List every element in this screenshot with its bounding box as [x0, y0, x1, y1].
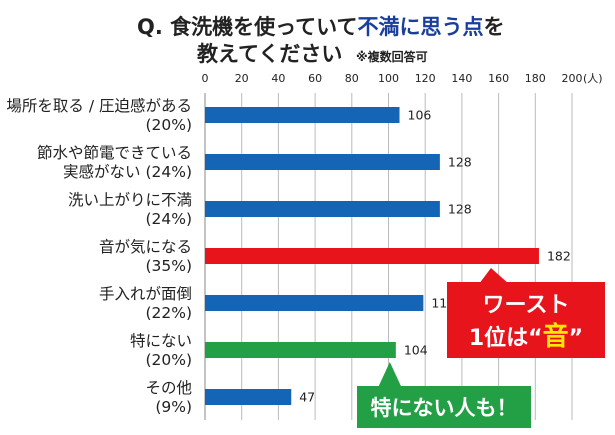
- callout-text-none: 特にない人も！: [371, 396, 518, 420]
- category-label: 節水や節電できている実感がない (24%): [37, 144, 192, 181]
- category-labels: 場所を取る / 圧迫感がある(20%)節水や節電できている実感がない (24%)…: [6, 97, 192, 416]
- callout-text-worst-line1: ワースト: [483, 293, 570, 318]
- callout-pointer: [478, 268, 509, 284]
- category-label-line: 場所を取る / 圧迫感がある: [6, 97, 192, 115]
- chart-title-line1: Q. 食洗機を使っていて不満に思う点を: [137, 15, 504, 39]
- x-axis-ticks: 0 20 40 60 80 100 120 140 160 180 200 (人): [202, 72, 603, 85]
- category-label-line: 特にない: [130, 332, 192, 350]
- category-label: 特にない(20%): [130, 332, 192, 369]
- bar: [205, 389, 292, 405]
- chart-title-note: ※複数回答可: [356, 49, 428, 64]
- category-label-line: 音が気になる: [99, 238, 192, 256]
- bar: [205, 248, 539, 264]
- x-tick-label: 160: [488, 72, 509, 85]
- bars: [205, 107, 539, 405]
- x-tick-label: 80: [345, 72, 359, 85]
- category-label: 音が気になる(35%): [99, 238, 192, 275]
- category-label: 手入れが面倒(22%): [99, 285, 192, 322]
- x-tick-label: 140: [451, 72, 472, 85]
- bar: [205, 107, 400, 123]
- x-axis-unit: (人): [583, 72, 603, 85]
- callout-highlight-word: 音: [543, 321, 569, 352]
- x-tick-label: 200: [562, 72, 583, 85]
- category-label-line: 洗い上がりに不満: [68, 191, 192, 209]
- bar-value-label: 128: [448, 202, 472, 217]
- callout-text-part: ”: [569, 326, 583, 351]
- category-label-line: (22%): [145, 304, 192, 322]
- callout-box-worst: [447, 282, 605, 358]
- x-tick-label: 0: [202, 72, 209, 85]
- bar: [205, 342, 396, 358]
- category-label-line: (35%): [145, 257, 192, 275]
- x-tick-label: 180: [525, 72, 546, 85]
- bar: [205, 201, 440, 217]
- category-label-line: 節水や節電できている: [37, 144, 192, 162]
- x-tick-label: 40: [271, 72, 285, 85]
- category-label-line: (24%): [145, 210, 192, 228]
- chart-title-accent: 不満に思う点: [357, 15, 483, 39]
- chart-title-suffix: を: [483, 15, 504, 39]
- category-label-line: その他: [145, 379, 192, 397]
- bar-value-label: 182: [547, 249, 571, 264]
- bar-value-label: 128: [448, 155, 472, 170]
- category-label: 洗い上がりに不満(24%): [68, 191, 192, 228]
- bar-value-label: 106: [408, 108, 432, 123]
- chart-title-prefix: Q. 食洗機を使っていて: [137, 15, 357, 39]
- x-tick-label: 120: [415, 72, 436, 85]
- callout-text-part: 1位は“: [469, 325, 543, 351]
- bar: [205, 154, 440, 170]
- x-tick-label: 60: [308, 72, 322, 85]
- callout-box-none: [357, 386, 531, 428]
- callout-text-worst-line2: 1位は“音”: [469, 321, 583, 352]
- category-label-line: (9%): [155, 398, 192, 416]
- category-label-line: (20%): [145, 116, 192, 134]
- category-label-line: (20%): [145, 351, 192, 369]
- category-label-line: 手入れが面倒: [99, 285, 192, 303]
- category-label: 場所を取る / 圧迫感がある(20%): [6, 97, 192, 134]
- category-label-line: 実感がない (24%): [63, 163, 192, 181]
- callout-pointer: [377, 362, 402, 388]
- x-tick-label: 100: [378, 72, 399, 85]
- x-tick-label: 20: [235, 72, 249, 85]
- callouts: ワースト 1位は“音” 特にない人も！: [357, 268, 605, 428]
- category-label: その他(9%): [145, 379, 192, 416]
- bar-value-label: 47: [299, 390, 315, 405]
- bar-value-label: 104: [404, 343, 428, 358]
- chart-title-line2: 教えてください: [197, 42, 342, 66]
- bar: [205, 295, 424, 311]
